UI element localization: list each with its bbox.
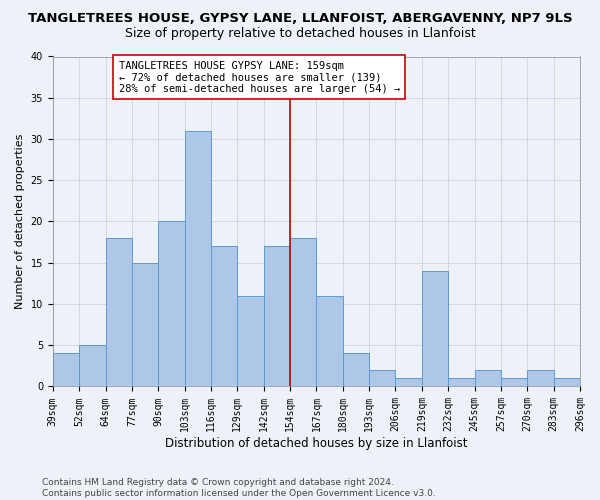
Text: TANGLETREES HOUSE, GYPSY LANE, LLANFOIST, ABERGAVENNY, NP7 9LS: TANGLETREES HOUSE, GYPSY LANE, LLANFOIST…	[28, 12, 572, 26]
Y-axis label: Number of detached properties: Number of detached properties	[15, 134, 25, 309]
Bar	[106, 238, 132, 386]
Text: TANGLETREES HOUSE GYPSY LANE: 159sqm
← 72% of detached houses are smaller (139)
: TANGLETREES HOUSE GYPSY LANE: 159sqm ← 7…	[119, 60, 400, 94]
X-axis label: Distribution of detached houses by size in Llanfoist: Distribution of detached houses by size …	[165, 437, 467, 450]
Bar	[158, 222, 185, 386]
Bar	[263, 246, 290, 386]
Text: Size of property relative to detached houses in Llanfoist: Size of property relative to detached ho…	[125, 28, 475, 40]
Bar	[422, 271, 448, 386]
Bar	[211, 246, 238, 386]
Bar	[475, 370, 501, 386]
Bar	[316, 296, 343, 386]
Bar	[343, 354, 369, 386]
Text: Contains HM Land Registry data © Crown copyright and database right 2024.
Contai: Contains HM Land Registry data © Crown c…	[42, 478, 436, 498]
Bar	[79, 345, 106, 387]
Bar	[501, 378, 527, 386]
Bar	[527, 370, 554, 386]
Bar	[395, 378, 422, 386]
Bar	[185, 130, 211, 386]
Bar	[369, 370, 395, 386]
Bar	[290, 238, 316, 386]
Bar	[53, 354, 79, 386]
Bar	[448, 378, 475, 386]
Bar	[132, 262, 158, 386]
Bar	[238, 296, 263, 386]
Bar	[554, 378, 580, 386]
